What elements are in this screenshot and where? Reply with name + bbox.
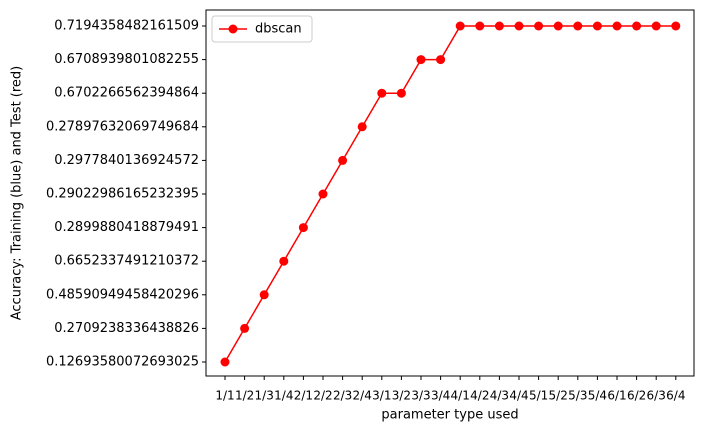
x-tick-label: 6/3 xyxy=(647,389,666,403)
x-tick-label: 3/4 xyxy=(431,389,450,403)
x-tick-label: 4/3 xyxy=(490,389,509,403)
legend: dbscan xyxy=(211,15,313,43)
y-tick-label: 0.6702266562394864 xyxy=(54,86,199,101)
x-tick-label: 6/1 xyxy=(607,389,626,403)
y-tick-label: 0.12693580072693025 xyxy=(46,355,199,370)
legend-frame xyxy=(211,15,313,43)
marker xyxy=(298,223,308,233)
x-tick-label: 2/4 xyxy=(353,389,372,403)
marker xyxy=(671,21,681,31)
x-tick-label: 5/2 xyxy=(549,389,568,403)
marker xyxy=(553,21,563,31)
x-axis-label: parameter type used xyxy=(381,408,518,423)
y-tick-label: 0.29022986165232395 xyxy=(46,187,199,202)
y-tick-label: 0.48590949458420296 xyxy=(46,287,199,302)
marker xyxy=(534,21,544,31)
x-tick-label: 4/1 xyxy=(451,389,470,403)
x-tick-label: 2/1 xyxy=(294,389,313,403)
x-tick-label: 4/4 xyxy=(509,389,528,403)
marker xyxy=(514,21,524,31)
y-tick-label: 0.27897632069749684 xyxy=(46,119,199,134)
line xyxy=(224,25,676,363)
legend-marker xyxy=(228,24,238,34)
marker xyxy=(357,122,367,132)
y-tick-label: 0.7194358482161509 xyxy=(54,19,199,34)
x-tick-label: 2/3 xyxy=(333,389,352,403)
marker xyxy=(279,256,289,266)
x-tick-label: 1/2 xyxy=(235,389,254,403)
marker xyxy=(632,21,642,31)
x-tick-label: 2/2 xyxy=(313,389,332,403)
marker xyxy=(494,21,504,31)
marker xyxy=(318,189,328,199)
y-axis-label: Accuracy: Training (blue) and Test (red) xyxy=(10,66,25,321)
x-tick-label: 6/4 xyxy=(666,389,685,403)
marker xyxy=(220,357,230,367)
marker xyxy=(396,88,406,98)
marker xyxy=(651,21,661,31)
marker xyxy=(338,155,348,165)
marker xyxy=(377,88,387,98)
y-tick-label: 0.2709238336438826 xyxy=(54,321,199,336)
marker xyxy=(436,55,446,65)
y-tick-label: 0.2899880418879491 xyxy=(54,220,199,235)
marker xyxy=(455,21,465,31)
x-tick-label: 5/3 xyxy=(568,389,587,403)
y-tick-label: 0.6708939801082255 xyxy=(54,52,199,67)
marker xyxy=(573,21,583,31)
x-tick-label: 6/2 xyxy=(627,389,646,403)
x-tick-label: 4/2 xyxy=(470,389,489,403)
y-tick-label: 0.6652337491210372 xyxy=(54,254,199,269)
plot-frame xyxy=(205,9,695,377)
y-tick-label: 0.2977840136924572 xyxy=(54,153,199,168)
x-tick-label: 3/3 xyxy=(411,389,430,403)
marker xyxy=(592,21,602,31)
x-tick-label: 3/2 xyxy=(392,389,411,403)
x-tick-label: 3/1 xyxy=(372,389,391,403)
marker xyxy=(475,21,485,31)
marker xyxy=(240,323,250,333)
legend-label: dbscan xyxy=(255,22,302,37)
marker xyxy=(259,290,269,300)
x-tick-label: 1/1 xyxy=(215,389,234,403)
marker xyxy=(612,21,622,31)
x-tick-label: 5/1 xyxy=(529,389,548,403)
x-tick-label: 5/4 xyxy=(588,389,607,403)
x-tick-label: 1/4 xyxy=(274,389,293,403)
marker xyxy=(416,55,426,65)
x-tick-label: 1/3 xyxy=(255,389,274,403)
